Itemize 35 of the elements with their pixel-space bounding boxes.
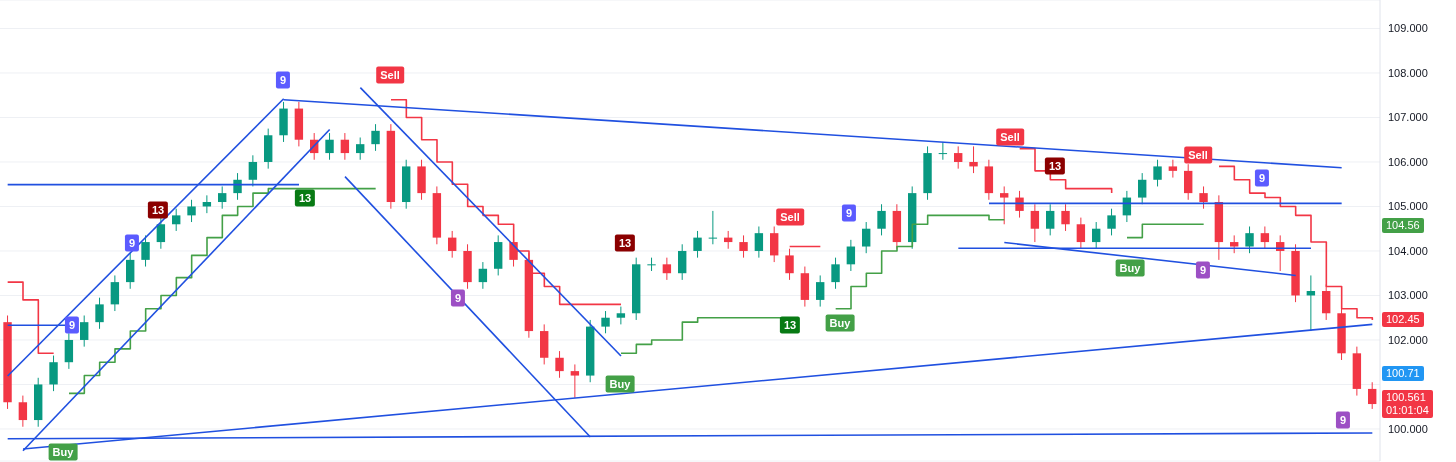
y-tick-label: 100.000: [1388, 422, 1428, 435]
y-tick-label: 103.000: [1388, 289, 1428, 302]
annotation: 9: [275, 71, 291, 89]
annotation: Buy: [605, 375, 635, 393]
annotation: 9: [1335, 411, 1351, 429]
annotation: 9: [841, 204, 857, 222]
annotation: Sell: [1184, 146, 1212, 164]
y-tick-label: 108.000: [1388, 66, 1428, 79]
text: 100.71: [1386, 367, 1420, 380]
annotation: 9: [1195, 261, 1211, 279]
annotation: 13: [1044, 157, 1066, 175]
annotation: 13: [779, 316, 801, 334]
y-tick-label: 107.000: [1388, 111, 1428, 124]
y-tick-label: 104.000: [1388, 244, 1428, 257]
annotation: 9: [124, 234, 140, 252]
annotation: Buy: [48, 443, 78, 461]
y-tick-label: 109.000: [1388, 22, 1428, 35]
annotation: Sell: [776, 208, 804, 226]
annotation: 102.45: [1386, 312, 1420, 326]
y-tick-label: 102.000: [1388, 333, 1428, 346]
text: 100.561: [1386, 391, 1427, 404]
y-tick-label: 106.000: [1388, 155, 1428, 168]
annotation: 9: [1254, 169, 1270, 187]
annotation: Buy: [825, 314, 855, 332]
y-tick-label: 105.000: [1388, 200, 1428, 213]
annotation: Sell: [376, 66, 404, 84]
annotation: Buy: [1115, 259, 1145, 277]
annotation: 9: [64, 316, 80, 334]
annotation: 9: [450, 289, 466, 307]
annotation: 13: [147, 201, 169, 219]
annotation: 104.56: [1386, 219, 1420, 233]
annotation: Sell: [996, 128, 1024, 146]
annotation: 13: [294, 189, 316, 207]
annotation: 13: [614, 234, 636, 252]
text: 01:01:04: [1386, 404, 1429, 417]
